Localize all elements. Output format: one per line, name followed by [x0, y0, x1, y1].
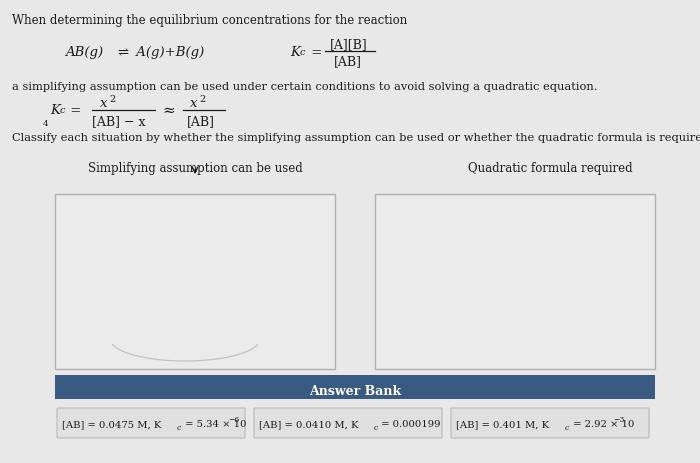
- Text: x: x: [190, 97, 197, 110]
- Text: c: c: [300, 48, 305, 57]
- Text: AB(g): AB(g): [65, 46, 107, 59]
- Text: [AB] − x: [AB] − x: [92, 115, 146, 128]
- Text: a simplifying assumption can be used under certain conditions to avoid solving a: a simplifying assumption can be used und…: [12, 82, 598, 92]
- Text: = 5.34 × 10: = 5.34 × 10: [182, 419, 246, 429]
- Text: 2: 2: [109, 95, 116, 104]
- Text: = 0.000199: = 0.000199: [378, 419, 440, 429]
- Text: K: K: [50, 104, 60, 117]
- Text: 4: 4: [43, 120, 48, 128]
- Text: [AB]: [AB]: [334, 55, 362, 68]
- Text: Answer Bank: Answer Bank: [309, 384, 401, 397]
- Bar: [55, 375, 655, 399]
- Text: =: =: [307, 46, 322, 59]
- Text: x: x: [100, 97, 108, 110]
- Text: [AB] = 0.401 M, K: [AB] = 0.401 M, K: [456, 419, 549, 429]
- Text: [AB] = 0.0475 M, K: [AB] = 0.0475 M, K: [62, 419, 162, 429]
- Text: Quadratic formula required: Quadratic formula required: [468, 162, 632, 175]
- Text: [A][B]: [A][B]: [330, 38, 368, 51]
- Text: −6: −6: [228, 415, 239, 423]
- Text: −3: −3: [613, 415, 624, 423]
- Text: =: =: [66, 104, 81, 117]
- Text: c: c: [565, 423, 569, 431]
- Text: [AB] = 0.0410 M, K: [AB] = 0.0410 M, K: [259, 419, 358, 429]
- Text: = 2.92 × 10: = 2.92 × 10: [570, 419, 634, 429]
- Text: Classify each situation by whether the simplifying assumption can be used or whe: Classify each situation by whether the s…: [12, 133, 700, 143]
- Text: ≈: ≈: [162, 104, 175, 118]
- Text: 2: 2: [199, 95, 205, 104]
- Text: c: c: [177, 423, 181, 431]
- Text: ⇌: ⇌: [118, 46, 129, 59]
- Text: c: c: [60, 106, 66, 115]
- Text: A(g)+B(g): A(g)+B(g): [132, 46, 204, 59]
- Text: Simplifying assumption can be used: Simplifying assumption can be used: [88, 162, 302, 175]
- Text: [AB]: [AB]: [187, 115, 215, 128]
- Text: When determining the equilibrium concentrations for the reaction: When determining the equilibrium concent…: [12, 14, 407, 27]
- FancyBboxPatch shape: [451, 408, 649, 438]
- Text: c: c: [374, 423, 378, 431]
- Bar: [375, 194, 655, 369]
- FancyBboxPatch shape: [57, 408, 245, 438]
- FancyBboxPatch shape: [254, 408, 442, 438]
- Bar: [55, 194, 335, 369]
- Text: K: K: [290, 46, 300, 59]
